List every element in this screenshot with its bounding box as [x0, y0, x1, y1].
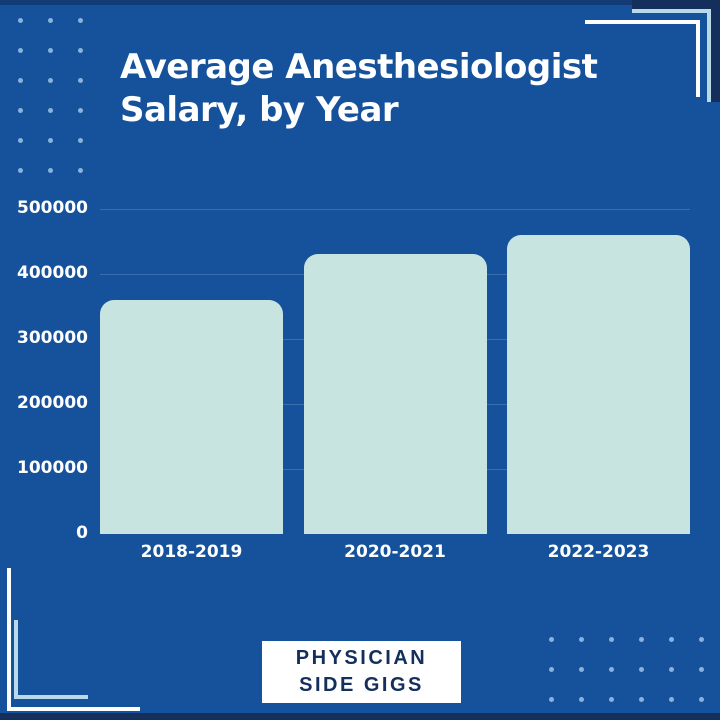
- decorative-dot: [48, 48, 53, 53]
- decorative-dot: [18, 78, 23, 83]
- decorative-dot: [18, 48, 23, 53]
- bottom-left-bracket-outer: [7, 568, 140, 711]
- decorative-dot: [549, 667, 554, 672]
- decorative-dot: [18, 138, 23, 143]
- decorative-dot: [699, 637, 704, 642]
- decorative-dot: [48, 168, 53, 173]
- decorative-dot: [18, 18, 23, 23]
- decorative-dot: [18, 168, 23, 173]
- brand-badge-line2: SIDE GIGS: [299, 674, 424, 696]
- y-axis-tick-label: 400000: [17, 263, 88, 283]
- decorative-dot: [579, 667, 584, 672]
- y-axis-tick-label: 500000: [17, 198, 88, 218]
- y-axis-tick-label: 100000: [17, 458, 88, 478]
- top-right-bracket-inner: [585, 20, 700, 97]
- x-axis-tick-label: 2018-2019: [140, 542, 243, 562]
- bar-2020-2021: [303, 254, 487, 534]
- decorative-dot: [78, 48, 83, 53]
- decorative-dot: [579, 637, 584, 642]
- decorative-dot: [78, 108, 83, 113]
- decorative-dot: [78, 168, 83, 173]
- decorative-dot: [639, 637, 644, 642]
- decorative-dot: [48, 18, 53, 23]
- plot-area: [100, 209, 690, 534]
- y-axis: 500000 400000 300000 200000 100000 0: [0, 0, 88, 720]
- decorative-dot: [48, 108, 53, 113]
- y-axis-tick-label: 200000: [17, 393, 88, 413]
- decorative-dot: [609, 637, 614, 642]
- x-axis-tick-label: 2020-2021: [344, 542, 446, 562]
- decorative-dot: [78, 18, 83, 23]
- top-edge-strip: [0, 0, 720, 5]
- gridline: [100, 209, 690, 210]
- chart-title: Average Anesthesiologist Salary, by Year: [120, 46, 680, 132]
- decorative-dot: [78, 78, 83, 83]
- bottom-edge-strip: [0, 713, 720, 720]
- brand-badge-line1: PHYSICIAN: [295, 647, 428, 669]
- brand-badge: PHYSICIAN SIDE GIGS: [262, 641, 461, 703]
- decorative-dot: [639, 667, 644, 672]
- decorative-dot: [699, 697, 704, 702]
- decorative-dot: [609, 667, 614, 672]
- decorative-dot: [579, 697, 584, 702]
- decorative-dot: [639, 697, 644, 702]
- bottom-left-bracket-inner: [14, 620, 88, 699]
- bar-2022-2023: [507, 235, 690, 534]
- x-axis-tick-label: 2022-2023: [547, 542, 650, 562]
- decorative-dot: [18, 108, 23, 113]
- y-axis-tick-label: 300000: [17, 328, 88, 348]
- decorative-dot: [48, 138, 53, 143]
- y-axis-tick-label: 0: [76, 523, 88, 543]
- decorative-dot: [609, 697, 614, 702]
- decorative-dot: [669, 667, 674, 672]
- x-axis: 2018-2019 2020-2021 2022-2023: [100, 542, 690, 566]
- decorative-dot: [669, 637, 674, 642]
- decorative-dot: [78, 138, 83, 143]
- decorative-dot: [48, 78, 53, 83]
- decorative-dot: [669, 697, 674, 702]
- decorative-dot: [549, 697, 554, 702]
- decorative-dot: [549, 637, 554, 642]
- chart-title-line2: Salary, by Year: [120, 90, 399, 130]
- chart-title-line1: Average Anesthesiologist: [120, 47, 598, 87]
- decorative-dot: [699, 667, 704, 672]
- bar-2018-2019: [100, 300, 283, 534]
